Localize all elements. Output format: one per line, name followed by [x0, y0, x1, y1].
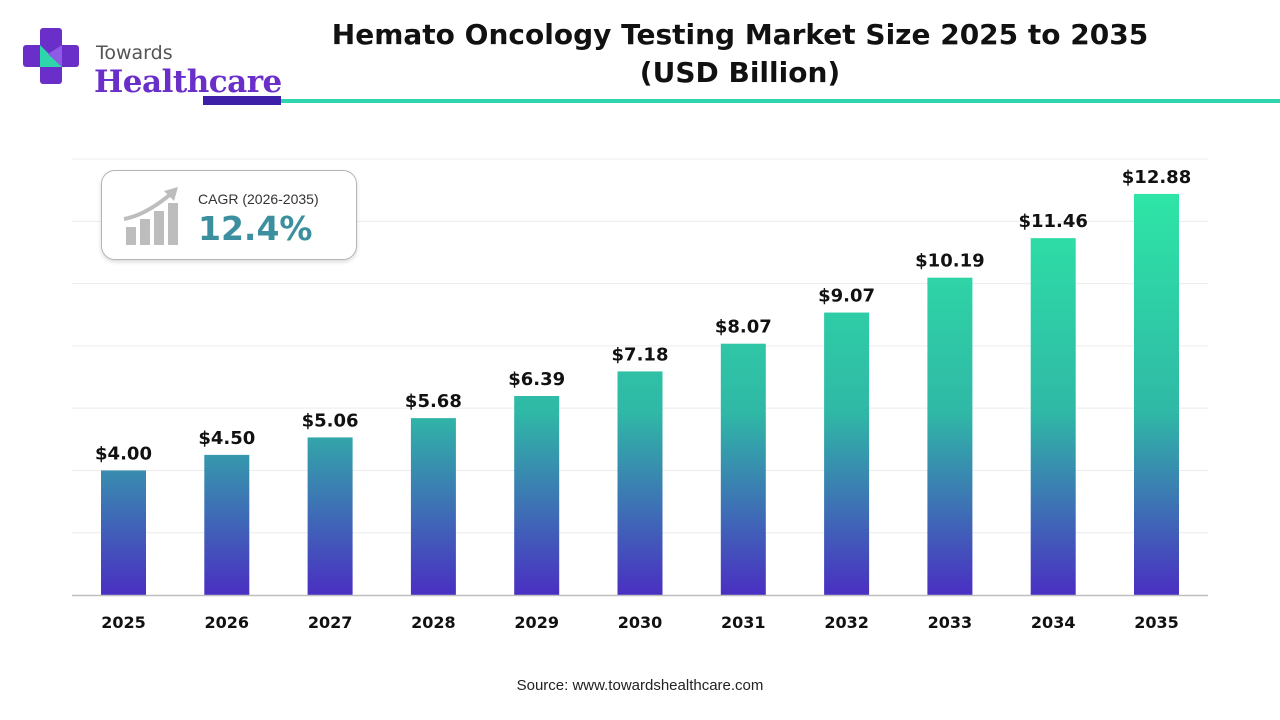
- x-tick-2030: 2030: [618, 613, 663, 632]
- header-accent-purple: [203, 96, 281, 105]
- bar-2027: [307, 437, 353, 595]
- x-tick-2028: 2028: [411, 613, 456, 632]
- data-label-2025: $4.00: [95, 443, 152, 464]
- x-tick-2035: 2035: [1134, 613, 1179, 632]
- data-label-2026: $4.50: [198, 428, 255, 449]
- bar-2028: [410, 418, 456, 595]
- bar-2033: [927, 277, 973, 595]
- bar-2035: [1134, 193, 1179, 595]
- brand-line2: Healthcare: [94, 64, 282, 100]
- bar-2029: [514, 396, 560, 595]
- cagr-value: 12.4%: [198, 209, 313, 248]
- bar-2030: [617, 371, 663, 595]
- x-tick-2027: 2027: [308, 613, 353, 632]
- growth-chart-icon: [123, 187, 178, 245]
- cagr-box: CAGR (2026-2035) 12.4%: [101, 170, 357, 260]
- bar-2026: [204, 454, 250, 595]
- bar-2034: [1030, 238, 1076, 595]
- bar-2032: [824, 312, 870, 595]
- bar-2025: [101, 470, 146, 595]
- data-label-2033: $10.19: [915, 251, 984, 272]
- x-tick-2026: 2026: [205, 613, 250, 632]
- cagr-label: CAGR (2026-2035): [198, 191, 319, 207]
- x-tick-2033: 2033: [928, 613, 973, 632]
- x-tick-2025: 2025: [101, 613, 146, 632]
- data-label-2030: $7.18: [612, 344, 669, 365]
- chart-subtitle: (USD Billion): [639, 56, 841, 89]
- brand-logo: Towards Healthcare: [20, 18, 282, 100]
- data-label-2031: $8.07: [715, 317, 772, 338]
- x-tick-2032: 2032: [824, 613, 869, 632]
- bar-2031: [720, 343, 766, 595]
- data-label-2034: $11.46: [1018, 211, 1087, 232]
- header-accent-teal: [281, 99, 1280, 103]
- cross-icon: [23, 28, 79, 84]
- data-label-2029: $6.39: [508, 369, 565, 390]
- x-tick-2031: 2031: [721, 613, 766, 632]
- chart-title: Hemato Oncology Testing Market Size 2025…: [331, 18, 1149, 51]
- x-tick-2034: 2034: [1031, 613, 1076, 632]
- x-tick-2029: 2029: [514, 613, 559, 632]
- data-label-2027: $5.06: [302, 410, 359, 431]
- brand-line1: Towards: [96, 42, 173, 64]
- data-label-2032: $9.07: [818, 286, 875, 307]
- source-note: Source: www.towardshealthcare.com: [516, 677, 764, 694]
- data-label-2035: $12.88: [1122, 167, 1191, 188]
- data-label-2028: $5.68: [405, 391, 462, 412]
